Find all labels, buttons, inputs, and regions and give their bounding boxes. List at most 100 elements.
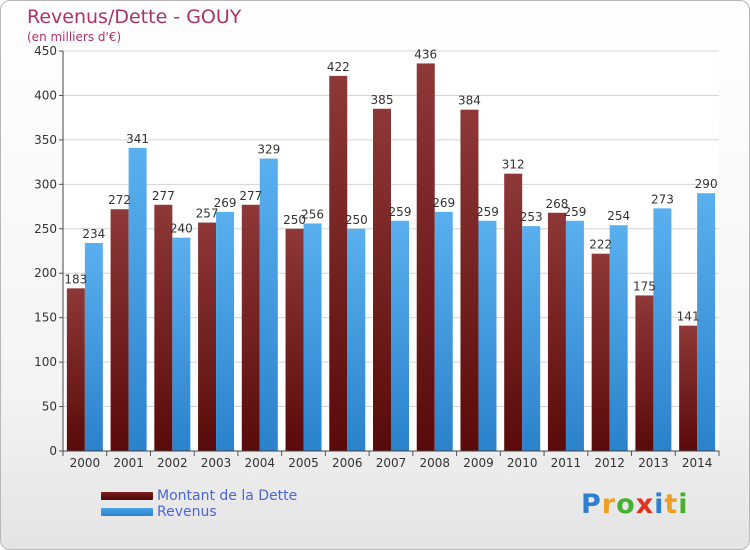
y-tick-label: 400: [34, 88, 57, 102]
data-label-revenue: 273: [651, 192, 674, 206]
y-tick-label: 50: [42, 400, 57, 414]
legend-label-revenue: Revenus: [157, 504, 217, 520]
data-label-debt: 277: [152, 189, 175, 203]
bar-revenue: [259, 158, 278, 452]
y-tick-label: 350: [34, 133, 57, 147]
bar-debt: [198, 222, 217, 451]
legend-item-revenue: Revenus: [101, 504, 297, 520]
logo-letter: i: [654, 489, 665, 520]
bar-debt: [416, 63, 435, 451]
bar-revenue: [172, 237, 191, 451]
logo-letter: r: [601, 489, 617, 520]
legend-label-debt: Montant de la Dette: [157, 488, 298, 504]
y-tick-label: 250: [34, 222, 57, 236]
data-label-revenue: 269: [214, 196, 237, 210]
bar-revenue: [478, 220, 497, 451]
bar-revenue: [391, 220, 409, 451]
x-tick-label: 2010: [507, 456, 538, 470]
x-tick-label: 2005: [288, 456, 319, 470]
bar-revenue: [84, 243, 103, 451]
bar-debt: [373, 108, 391, 452]
bar-debt: [241, 204, 260, 451]
data-label-debt: 268: [545, 197, 568, 211]
bar-debt: [329, 75, 348, 451]
chart-subtitle: (en milliers d'€): [27, 30, 122, 44]
bar-revenue: [609, 225, 628, 451]
x-tick-label: 2000: [70, 456, 101, 470]
bar-debt: [285, 228, 304, 451]
bar-revenue: [697, 193, 716, 451]
y-tick-label: 0: [49, 444, 57, 458]
x-tick-label: 2008: [419, 456, 450, 470]
bar-debt: [504, 173, 523, 451]
bar-debt: [154, 204, 173, 451]
y-tick-label: 150: [34, 311, 57, 325]
bar-debt: [635, 295, 654, 451]
logo-letter: i: [678, 489, 689, 520]
bar-revenue: [128, 147, 147, 451]
bar-debt: [66, 288, 85, 451]
data-label-revenue: 253: [520, 210, 543, 224]
x-tick-label: 2006: [332, 456, 363, 470]
data-label-debt: 250: [283, 213, 306, 227]
x-tick-label: 2009: [463, 456, 494, 470]
legend-item-debt: Montant de la Dette: [101, 488, 298, 504]
data-label-debt: 183: [64, 272, 87, 286]
data-label-revenue: 329: [257, 143, 280, 157]
bar-debt: [679, 325, 698, 451]
data-label-debt: 422: [327, 60, 350, 74]
data-label-debt: 385: [371, 93, 394, 107]
x-tick-label: 2013: [638, 456, 669, 470]
data-label-revenue: 259: [389, 205, 412, 219]
data-label-revenue: 259: [563, 205, 586, 219]
data-label-revenue: 250: [345, 213, 368, 227]
y-tick-label: 100: [34, 355, 57, 369]
x-tick-label: 2012: [594, 456, 625, 470]
y-tick-label: 450: [34, 44, 57, 58]
bar-revenue: [565, 220, 584, 451]
bar-debt: [591, 253, 610, 451]
data-label-debt: 384: [458, 94, 481, 108]
bar-debt: [460, 109, 479, 452]
y-tick-label: 200: [34, 266, 57, 280]
bar-debt: [547, 212, 566, 451]
data-label-debt: 257: [196, 207, 219, 221]
x-tick-label: 2011: [551, 456, 582, 470]
proxiti-logo: Proxiti: [581, 489, 689, 520]
logo-letter: t: [664, 489, 679, 520]
logo-letter: P: [581, 489, 602, 520]
data-label-debt: 277: [239, 189, 262, 203]
data-label-debt: 312: [502, 158, 525, 172]
logo-letter: x: [635, 489, 655, 520]
data-label-revenue: 256: [301, 207, 324, 221]
data-label-revenue: 341: [126, 132, 149, 146]
data-label-revenue: 234: [82, 227, 105, 241]
data-label-revenue: 269: [432, 196, 455, 210]
bar-revenue: [347, 228, 366, 451]
bar-revenue: [434, 211, 453, 451]
bar-debt: [110, 209, 129, 451]
data-label-debt: 222: [589, 238, 612, 252]
x-tick-label: 2001: [113, 456, 144, 470]
logo-letter: o: [616, 489, 636, 520]
x-tick-label: 2002: [157, 456, 188, 470]
chart-legend: Montant de la Dette Revenus: [101, 488, 298, 521]
data-label-debt: 175: [633, 279, 656, 293]
chart-title: Revenus/Dette - GOUY: [27, 6, 242, 28]
x-tick-label: 2004: [245, 456, 276, 470]
data-label-revenue: 254: [607, 209, 630, 223]
y-tick-label: 300: [34, 177, 57, 191]
data-label-revenue: 259: [476, 205, 499, 219]
bar-revenue: [522, 226, 541, 451]
x-tick-label: 2014: [682, 456, 713, 470]
bar-revenue: [303, 223, 322, 451]
data-label-debt: 141: [677, 310, 700, 324]
legend-swatch-revenue: [101, 508, 153, 516]
data-label-revenue: 290: [695, 177, 718, 191]
data-label-debt: 436: [414, 47, 437, 61]
x-tick-label: 2007: [376, 456, 407, 470]
bar-revenue: [216, 211, 235, 451]
bar-revenue: [653, 208, 672, 451]
